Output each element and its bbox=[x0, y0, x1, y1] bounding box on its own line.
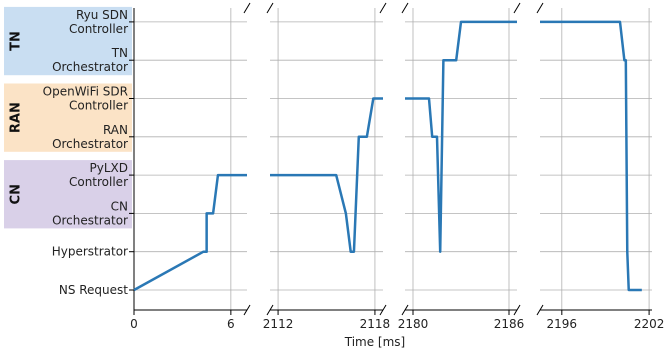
group-label-ran: RAN bbox=[9, 102, 24, 133]
panel-2: 2112 2118 bbox=[263, 2, 391, 331]
axis-break-mark bbox=[536, 2, 544, 14]
y-tick-label-4: RAN Orchestrator bbox=[52, 123, 128, 151]
tn-group-band bbox=[4, 6, 132, 76]
axis-break-mark bbox=[243, 2, 251, 14]
y-tick-label-0: NS Request bbox=[59, 283, 128, 297]
y-tick-label-7: Ryu SDN Controller bbox=[69, 8, 128, 36]
group-bands: TN RAN CN bbox=[4, 6, 132, 229]
axis-break-mark bbox=[379, 304, 387, 316]
data-line-panel-4 bbox=[540, 20, 642, 292]
x-tick-label-1: 2202 bbox=[634, 317, 665, 331]
axis-break-mark bbox=[401, 304, 409, 316]
y-tick-label-5: OpenWiFi SDR Controller bbox=[43, 85, 128, 113]
x-tick-label-1: 2118 bbox=[360, 317, 391, 331]
axis-break-mark bbox=[536, 304, 544, 316]
ran-group-band bbox=[4, 83, 132, 152]
x-axis-label: Time [ms] bbox=[344, 335, 406, 349]
x-tick-label-0: 2112 bbox=[263, 317, 294, 331]
y-tick-label-6: TN Orchestrator bbox=[52, 46, 128, 74]
axis-break-mark bbox=[243, 304, 251, 316]
group-label-cn: CN bbox=[9, 184, 24, 204]
axis-break-mark bbox=[513, 304, 521, 316]
x-tick-label-1: 2186 bbox=[494, 317, 525, 331]
axis-break-mark bbox=[266, 2, 274, 14]
x-tick-label-0: 0 bbox=[130, 317, 138, 331]
data-line-panel-3 bbox=[405, 20, 517, 253]
cn-group-band bbox=[4, 160, 132, 229]
axis-break-mark bbox=[266, 304, 274, 316]
data-line-panel-2 bbox=[270, 97, 383, 253]
panels: 0 6 2112 2118 2180 2186 2196 2202 bbox=[130, 2, 665, 331]
y-axis-labels: NS Request Hyperstrator CN Orchestrator PyLX… bbox=[43, 8, 134, 297]
x-tick-label-1: 6 bbox=[227, 317, 235, 331]
panel-4: 2196 2202 bbox=[536, 2, 665, 331]
panel-3: 2180 2186 bbox=[398, 2, 525, 331]
axis-break-mark bbox=[401, 2, 409, 14]
x-tick-label-0: 2196 bbox=[547, 317, 578, 331]
y-tick-label-2: CN Orchestrator bbox=[52, 199, 128, 227]
axis-break-mark bbox=[379, 2, 387, 14]
group-label-tn: TN bbox=[9, 31, 24, 51]
y-tick-label-1: Hyperstrator bbox=[52, 245, 128, 259]
axis-break-mark bbox=[513, 2, 521, 14]
data-line-panel-1 bbox=[133, 173, 247, 292]
y-tick-label-3: PyLXD Controller bbox=[69, 161, 128, 189]
x-tick-label-0: 2180 bbox=[398, 317, 429, 331]
